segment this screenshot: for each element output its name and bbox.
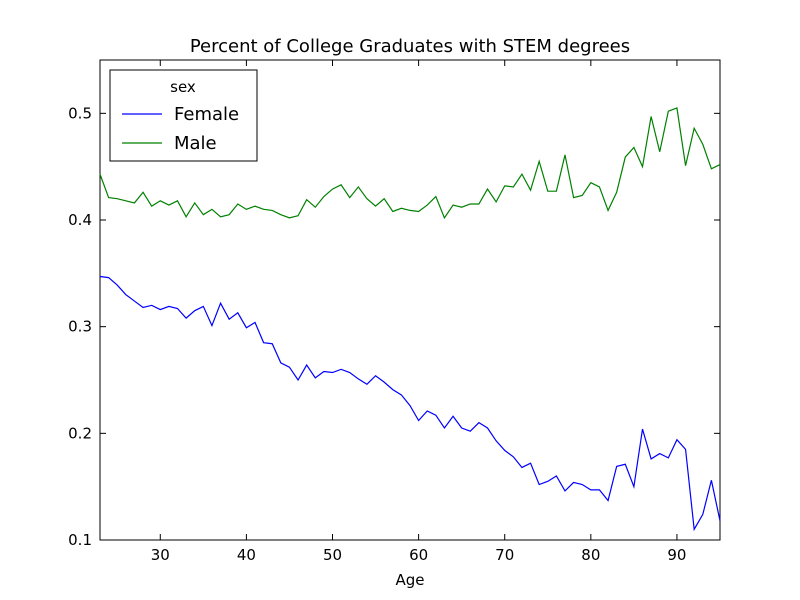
y-tick-label: 0.1 [68, 531, 92, 549]
plot-area: 30 40 50 60 70 80 90 0.1 0.2 0.3 0.4 0.5 [68, 59, 721, 564]
x-tick-label: 30 [151, 546, 170, 564]
legend-label-female: Female [174, 104, 239, 125]
x-tick-label: 70 [495, 546, 514, 564]
legend-frame [109, 69, 258, 162]
x-axis: 30 40 50 60 70 80 90 [151, 60, 686, 564]
x-tick-label: 90 [667, 546, 686, 564]
legend-title: sex [170, 78, 196, 96]
y-tick-label: 0.2 [68, 424, 92, 442]
y-tick-label: 0.4 [68, 211, 92, 229]
x-tick-label: 50 [323, 546, 342, 564]
x-tick-label: 80 [581, 546, 600, 564]
x-tick-label: 60 [409, 546, 428, 564]
legend: sex Female Male [109, 69, 258, 162]
x-axis-label: Age [395, 571, 424, 589]
chart-title: Percent of College Graduates with STEM d… [190, 36, 630, 57]
y-axis: 0.1 0.2 0.3 0.4 0.5 [68, 104, 720, 549]
plot-frame [99, 59, 721, 541]
series-lines [99, 107, 721, 532]
x-tick-label: 40 [237, 546, 256, 564]
series-line-female [99, 275, 721, 532]
series-line-male [99, 107, 721, 220]
y-tick-label: 0.3 [68, 318, 92, 336]
legend-label-male: Male [174, 133, 217, 154]
y-tick-label: 0.5 [68, 104, 92, 122]
